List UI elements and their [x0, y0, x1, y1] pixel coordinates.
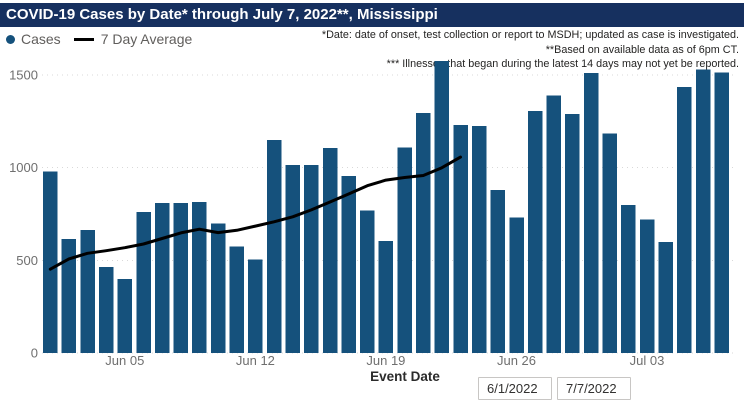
bar-jun-17[interactable] — [341, 176, 356, 353]
bar-jul-02[interactable] — [621, 204, 636, 353]
bar-jun-11[interactable] — [229, 246, 245, 353]
x-tick-label: Jul 03 — [630, 353, 665, 368]
footnote-data-asof: **Based on available data as of 6pm CT. — [545, 43, 739, 56]
bar-jun-24[interactable] — [471, 126, 487, 353]
y-tick-label: 1500 — [9, 68, 38, 83]
bar-jun-13[interactable] — [266, 139, 282, 353]
bar-jun-12[interactable] — [248, 259, 263, 353]
bar-jun-05[interactable] — [117, 278, 133, 353]
bar-jun-16[interactable] — [322, 148, 338, 353]
bar-jun-28[interactable] — [546, 95, 562, 354]
avg-series-marker-icon — [73, 37, 94, 41]
bar-jun-20[interactable] — [397, 147, 412, 353]
bar-jun-19[interactable] — [378, 240, 394, 353]
bar-jun-30[interactable] — [583, 73, 599, 353]
y-tick-label: 1000 — [9, 160, 38, 175]
bar-jun-02[interactable] — [61, 239, 77, 353]
bar-jun-26[interactable] — [509, 217, 524, 353]
bar-jun-04[interactable] — [98, 266, 114, 353]
x-axis-title: Event Date — [370, 369, 440, 384]
chart-title-bar: COVID-19 Cases by Date* through July 7, … — [0, 3, 744, 27]
bar-jun-18[interactable] — [360, 210, 375, 353]
bar-jun-14[interactable] — [285, 164, 300, 353]
bar-jun-15[interactable] — [304, 164, 319, 353]
bar-jul-03[interactable] — [639, 219, 655, 353]
legend-cases-label[interactable]: Cases — [21, 31, 61, 47]
bar-jun-27[interactable] — [527, 111, 543, 354]
legend-avg-label[interactable]: 7 Day Average — [100, 31, 193, 47]
seven-day-average-line — [48, 155, 462, 271]
start-date-input[interactable] — [478, 377, 552, 400]
x-tick-label: Jun 26 — [497, 353, 536, 368]
footnote-date: *Date: date of onset, test collection or… — [321, 29, 739, 41]
x-tick-label: Jun 12 — [236, 353, 275, 368]
footnotes: *Date: date of onset, test collection or… — [322, 28, 739, 72]
bar-jun-09[interactable] — [192, 201, 207, 353]
bar-jun-07[interactable] — [154, 202, 170, 353]
bar-jun-01[interactable] — [43, 171, 58, 353]
cases-series-marker-icon — [6, 34, 15, 44]
bar-jul-04[interactable] — [658, 241, 673, 353]
y-tick-label: 500 — [16, 253, 38, 268]
bar-jun-08[interactable] — [173, 202, 189, 353]
bar-jun-10[interactable] — [210, 223, 226, 353]
y-tick-label: 0 — [31, 346, 38, 361]
bar-jul-01[interactable] — [602, 133, 618, 353]
bar-jun-29[interactable] — [565, 113, 580, 354]
end-date-input[interactable] — [557, 377, 631, 400]
bar-jun-25[interactable] — [490, 189, 506, 353]
bar-jun-23[interactable] — [453, 125, 468, 353]
legend: Cases 7 Day Average — [6, 31, 192, 47]
footnote-latest-14-days: *** Illnesses that began during the late… — [386, 58, 739, 71]
bar-jul-05[interactable] — [677, 87, 692, 353]
x-tick-label: Jun 19 — [366, 353, 405, 368]
bar-jun-03[interactable] — [80, 229, 95, 353]
bar-jul-06[interactable] — [695, 69, 711, 354]
bar-jun-21[interactable] — [416, 113, 431, 353]
bar-jun-06[interactable] — [136, 212, 151, 353]
x-tick-label: Jun 05 — [105, 353, 144, 368]
bar-jul-07[interactable] — [714, 72, 729, 354]
chart-title: COVID-19 Cases by Date* through July 7, … — [6, 6, 438, 23]
bar-jun-22[interactable] — [434, 61, 450, 354]
